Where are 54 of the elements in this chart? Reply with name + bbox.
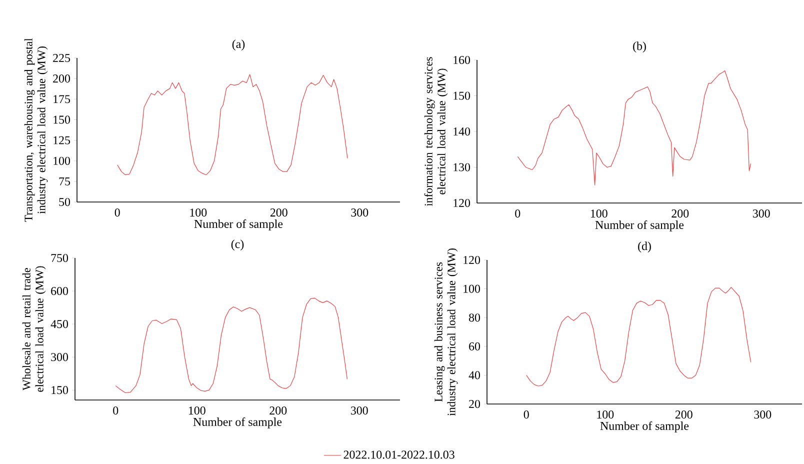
line-series — [117, 74, 348, 176]
y-tick-label: 60 — [469, 342, 480, 350]
y-tick-label: 125 — [54, 136, 70, 144]
y-tick-label: 130 — [454, 163, 470, 172]
y-tick-label: 300 — [51, 353, 68, 362]
x-tick-label: 0 — [114, 208, 120, 217]
y-tick-label: 160 — [454, 56, 470, 64]
y-tick-label: 750 — [51, 254, 68, 262]
y-tick-label: 150 — [54, 116, 70, 124]
y-tick-label: 20 — [469, 400, 480, 408]
y-axis-title: Transportation, warehousing and postal industry electrical load value (MW) — [24, 38, 48, 222]
legend-label: 2022.10.01-2022.10.03 — [344, 450, 454, 459]
y-axis-title: Wholesale and retail trade electrical load value (MW) — [22, 266, 46, 392]
y-tick-label: 100 — [464, 284, 480, 293]
x-axis-title: Number of sample — [194, 219, 283, 230]
y-tick-label: 120 — [454, 198, 470, 208]
y-axis-title: information technology services electrical load value (MW) — [424, 57, 448, 206]
x-axis-title: Number of sample — [193, 417, 282, 428]
x-tick-label: 200 — [672, 210, 689, 218]
x-tick-label: 100 — [188, 406, 206, 415]
x-tick-label: 300 — [752, 210, 770, 218]
y-tick-label: 175 — [54, 95, 70, 104]
y-tick-label: 40 — [468, 371, 480, 380]
x-tick-label: 300 — [350, 406, 368, 415]
y-tick-label: 50 — [59, 198, 70, 206]
x-tick-label: 0 — [524, 410, 529, 419]
x-tick-label: 100 — [590, 210, 608, 218]
y-tick-label: 150 — [454, 92, 470, 100]
y-tick-label: 200 — [53, 74, 70, 83]
x-tick-label: 200 — [270, 208, 288, 217]
y-tick-label: 120 — [464, 256, 480, 264]
y-tick-label: 225 — [53, 54, 70, 62]
x-axis-title: Number of sample — [600, 421, 689, 432]
y-tick-label: 100 — [54, 156, 70, 165]
x-tick-label: 0 — [515, 210, 520, 218]
chart-title: (d) — [638, 242, 651, 253]
x-tick-label: 200 — [675, 410, 692, 419]
chart-title: (b) — [633, 42, 646, 53]
x-axis-title: Number of sample — [595, 220, 684, 232]
y-tick-label: 140 — [454, 127, 470, 136]
x-tick-label: 100 — [190, 208, 207, 217]
y-tick-label: 600 — [51, 286, 68, 296]
x-tick-label: 300 — [351, 208, 368, 217]
x-tick-label: 200 — [270, 406, 287, 415]
x-tick-label: 0 — [113, 406, 118, 415]
y-tick-label: 450 — [50, 320, 68, 328]
chart-title: (a) — [232, 40, 245, 50]
y-tick-label: 80 — [468, 314, 480, 322]
chart-title: (c) — [231, 240, 244, 251]
x-tick-label: 100 — [597, 410, 614, 419]
y-tick-label: 75 — [59, 177, 70, 186]
x-tick-label: 300 — [754, 410, 772, 419]
y-axis-title: Leasing and business services industry electrical load value (MW) — [434, 248, 458, 416]
y-tick-label: 150 — [52, 386, 68, 394]
